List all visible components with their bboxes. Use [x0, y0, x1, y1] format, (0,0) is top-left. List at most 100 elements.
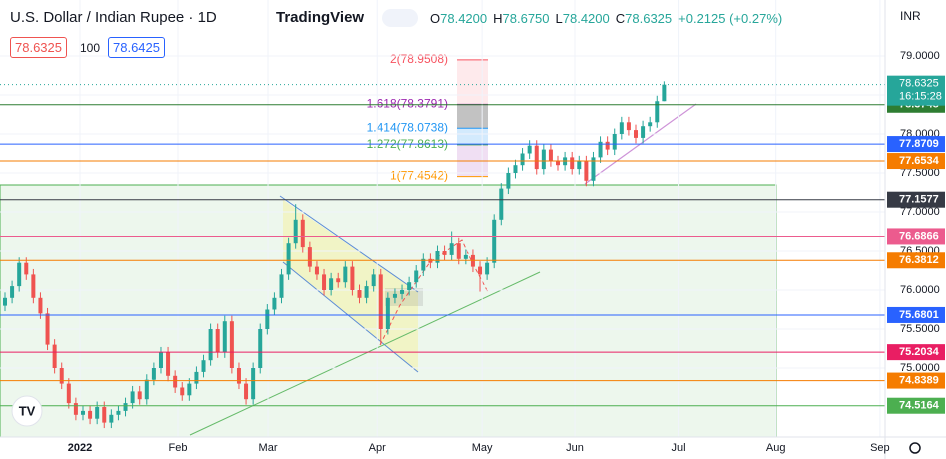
axis-labels: 79.000078.500078.000077.500077.000076.50…	[68, 50, 945, 454]
candle-body	[662, 84, 667, 102]
candle-body	[612, 133, 617, 150]
level-label-bg	[887, 136, 945, 153]
candle-body	[314, 266, 319, 275]
candle-body	[463, 254, 468, 259]
x-tick-label: May	[472, 442, 493, 454]
candle-body	[272, 297, 277, 310]
candle-body	[10, 286, 15, 298]
x-tick-label: Jul	[672, 442, 686, 454]
levels	[0, 84, 885, 407]
legend-value: 78.4200	[440, 11, 488, 26]
level-label: 76.3812	[899, 254, 939, 266]
candle-body	[2, 297, 7, 306]
candle-body	[548, 149, 553, 162]
status-pill[interactable]	[382, 9, 418, 27]
level-label: 75.6801	[899, 309, 939, 321]
level-label: 77.1577	[899, 194, 939, 206]
candle-body	[605, 141, 610, 150]
candle-body	[541, 149, 546, 170]
candle-body	[88, 410, 93, 419]
x-tick-label: Sep	[870, 442, 890, 454]
fib-band	[457, 59, 488, 105]
candle-body	[570, 157, 575, 170]
level-label-bg	[887, 372, 945, 389]
candle-body	[236, 368, 241, 384]
x-tick-label: Feb	[169, 442, 188, 454]
level-label: 75.2034	[899, 346, 940, 358]
candle-body	[173, 375, 178, 388]
brand: TradingView	[276, 9, 365, 26]
level-label: 74.8389	[899, 374, 939, 386]
candle-body	[45, 313, 50, 345]
legend-value: 78.4200	[562, 11, 610, 26]
candle-body	[584, 161, 589, 181]
candle-body	[414, 270, 419, 283]
fib-label: 1(77.4542)	[390, 169, 448, 183]
y-tick-label: 77.0000	[900, 206, 940, 218]
candle-body	[201, 360, 206, 372]
candle-body	[492, 219, 497, 263]
candle-body	[350, 266, 355, 290]
candle-body	[641, 126, 646, 138]
candle-body	[194, 371, 199, 384]
candle-body	[527, 145, 532, 154]
level-label: 77.6534	[899, 155, 940, 167]
candle-body	[655, 101, 660, 123]
ask-price[interactable]: 78.6425	[108, 37, 165, 58]
candle-body	[400, 289, 405, 294]
level-label-bg	[887, 397, 945, 414]
level-label-bg	[887, 228, 945, 245]
level-label-bg	[887, 306, 945, 323]
ohlc-legend: O78.4200 H78.6750 L78.4200 C78.6325 +0.2125 …	[430, 11, 782, 26]
candle-body	[364, 286, 369, 298]
legend-value: 78.6325	[625, 11, 673, 26]
candle-body	[591, 157, 596, 181]
candle-body	[322, 274, 327, 290]
candle-body	[208, 328, 213, 361]
level-label: 74.5164	[899, 400, 940, 412]
x-tick-label: Mar	[259, 442, 278, 454]
currency[interactable]: INR	[900, 9, 921, 23]
projection-line	[379, 239, 489, 346]
logo	[11, 395, 43, 427]
candle-body	[244, 383, 249, 400]
y-tick-label: 75.5000	[900, 323, 940, 335]
candle-body	[279, 274, 284, 298]
candle-body	[648, 122, 653, 127]
candle-body	[534, 145, 539, 170]
level-label-bg	[887, 252, 945, 269]
candle-body	[293, 219, 298, 244]
fib-label: 2(78.9508)	[390, 52, 448, 66]
candle-body	[456, 243, 461, 259]
x-tick-label: Jun	[566, 442, 584, 454]
candle-body	[449, 243, 454, 255]
candle-body	[556, 161, 561, 166]
candle-body	[95, 407, 100, 419]
candle-body	[336, 278, 341, 283]
bid-price[interactable]: 78.6325	[10, 37, 67, 58]
x-tick-label: Apr	[369, 442, 386, 454]
fib-extension: 2(78.9508)1.618(78.3791)1.414(78.0738)1.…	[367, 52, 488, 183]
candle-body	[307, 247, 312, 267]
candle-body	[229, 321, 234, 369]
candle-body	[52, 344, 57, 369]
candle-body	[634, 130, 639, 138]
y-tick-label: 76.0000	[900, 284, 940, 296]
legend-value: 78.6750	[502, 11, 550, 26]
candle-body	[215, 328, 220, 353]
candle-body	[435, 250, 440, 263]
settings-icon[interactable]	[909, 442, 921, 454]
candle-body	[38, 297, 43, 314]
candle-body	[80, 410, 85, 415]
legend-key: O	[430, 11, 441, 26]
fib-label: 1.618(78.3791)	[367, 97, 448, 111]
y-tick-label: 75.0000	[900, 362, 940, 374]
candle-body	[626, 122, 631, 131]
symbol-title: U.S. Dollar / Indian Rupee · 1D	[10, 9, 217, 26]
fib-label: 1.414(78.0738)	[367, 120, 448, 134]
candle-body	[286, 243, 291, 275]
candle-body	[520, 153, 525, 166]
candle-body	[66, 383, 71, 404]
level-label: 76.6866	[899, 230, 939, 242]
